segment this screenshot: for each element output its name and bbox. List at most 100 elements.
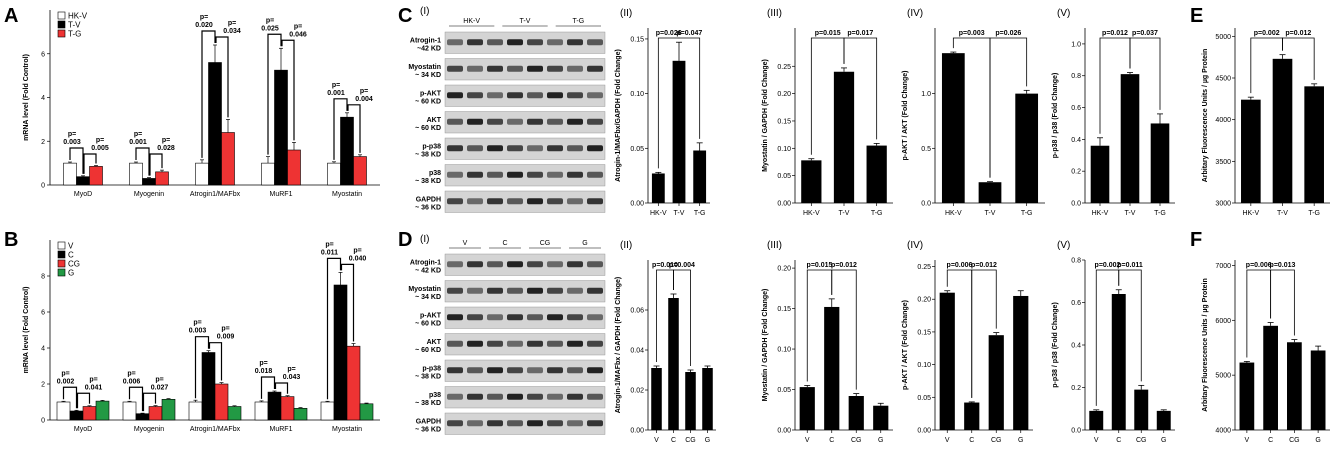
p-value-label: p=0.003 xyxy=(189,320,207,335)
x-tick-label: C xyxy=(829,437,834,444)
blot-strip xyxy=(444,333,606,356)
p-value-label: p= 0.009 xyxy=(217,326,235,341)
blot-band xyxy=(547,145,563,152)
y-tick-label: 0.4 xyxy=(1071,137,1081,144)
y-tick-label: 0.25 xyxy=(777,64,791,71)
bar xyxy=(129,162,143,186)
significance-bracket xyxy=(76,392,91,409)
y-tick-label: 6 xyxy=(41,310,45,317)
blot-band xyxy=(447,261,463,268)
significance-bracket xyxy=(62,386,78,409)
p-value-label: p=0.013 xyxy=(1270,262,1296,269)
blot-band xyxy=(487,171,503,178)
bar xyxy=(327,162,341,186)
y-tick-label: 0.8 xyxy=(1071,73,1081,80)
p-value-label: p=0.012 xyxy=(971,262,997,269)
y-tick-label: 4 xyxy=(41,95,45,102)
bar xyxy=(1310,350,1326,430)
bar xyxy=(320,401,335,421)
p-value-label: p=0.026 xyxy=(656,30,682,37)
y-axis-label: Myostatin / GAPDH (Fold Change) xyxy=(762,59,769,172)
blot-band xyxy=(487,287,503,294)
blot-band xyxy=(467,39,483,46)
bar xyxy=(1089,410,1104,430)
x-tick-label: T-V xyxy=(985,210,996,217)
y-tick-label: 1.0 xyxy=(921,91,931,98)
bar xyxy=(702,368,713,430)
y-tick-label: 0.05 xyxy=(777,173,791,180)
blot-strip xyxy=(444,111,606,134)
x-tick-label: HK-V xyxy=(803,210,820,217)
bar xyxy=(346,345,361,421)
chart-panel-label: (V) xyxy=(1057,8,1070,19)
blot-band xyxy=(527,367,543,374)
blot-band xyxy=(507,198,523,205)
legend-label: T-G xyxy=(68,30,81,39)
blots-layer: HK-V T-V T-G Atrogin-1 ~42 KD Myostatin ~ 34 K… xyxy=(408,18,606,435)
y-tick-label: 3000 xyxy=(1215,201,1231,208)
p-value-label: p=0.047 xyxy=(676,30,702,37)
lane-group-label: V xyxy=(463,240,468,247)
legend-label: CG xyxy=(68,260,80,269)
bar xyxy=(693,150,707,203)
blot-band xyxy=(527,314,543,321)
blot-row-label: AKT ~ 60 KD xyxy=(415,117,442,132)
blot-band xyxy=(447,393,463,400)
blot-row-label: p38 ~ 38 KD xyxy=(415,392,441,407)
blot-band xyxy=(587,314,603,321)
blot-band xyxy=(527,261,543,268)
blot-strip xyxy=(444,84,606,107)
x-tick-label: MyoD xyxy=(74,426,92,433)
panel-letter-b: B xyxy=(4,229,18,251)
p-value-label: p= 0.034 xyxy=(223,20,241,35)
legend-label: HK-V xyxy=(68,12,88,21)
x-tick-label: T-G xyxy=(1021,210,1033,217)
bar xyxy=(1120,74,1140,204)
blot-band xyxy=(507,65,523,72)
blot-band xyxy=(547,65,563,72)
bar xyxy=(261,162,275,186)
p-value-label: p=0.002 xyxy=(1095,262,1121,269)
blot-band xyxy=(467,261,483,268)
western-c-label: (I) xyxy=(420,6,429,17)
blot-band xyxy=(447,65,463,72)
blot-strip xyxy=(444,386,606,409)
legend: HK-VT-VT-G xyxy=(57,12,88,39)
x-tick-label: CG xyxy=(685,437,696,444)
y-axis-label: Arbitary Fluorescence Units / µg Protein xyxy=(1202,278,1209,412)
blot-band xyxy=(447,287,463,294)
chart-d-iv: 0.00 0.05 0.10 0.15 0.20 0.25 p-AKT / AKT (Fol… xyxy=(902,240,1033,444)
blot-band xyxy=(547,261,563,268)
p-value-label: p=0.015 xyxy=(807,262,833,269)
blot-band xyxy=(507,39,523,46)
blot-band xyxy=(587,39,603,46)
y-tick-label: 0.00 xyxy=(777,428,791,435)
x-tick-label: C xyxy=(1268,437,1273,444)
blot-band xyxy=(507,145,523,152)
chart-e: 3000 3500 4000 4500 5000 Arbitary Fluorescenc… xyxy=(1202,28,1330,217)
bar xyxy=(56,401,71,421)
p-value-label: p=0.006 xyxy=(1246,262,1272,269)
blot-band xyxy=(467,287,483,294)
x-tick-label: T-V xyxy=(1125,210,1136,217)
y-tick-label: 0.04 xyxy=(630,348,644,355)
y-tick-label: 0.15 xyxy=(777,118,791,125)
p-value-label: p= 0.043 xyxy=(283,366,301,381)
p-value-label: p=0.002 xyxy=(1254,30,1280,37)
bar xyxy=(1239,362,1255,430)
p-value-label: p= 0.018 xyxy=(255,360,273,375)
legend-label: V xyxy=(68,242,74,251)
blot-strip xyxy=(444,359,606,382)
significance-bracket xyxy=(215,36,229,118)
blot-band xyxy=(547,118,563,125)
chart-a: 0 2 4 6 mRNA level (Fold Control) MyoD p= 0.003… xyxy=(23,10,380,198)
blot-band xyxy=(447,39,463,46)
bar xyxy=(353,156,367,186)
blot-strip xyxy=(444,280,606,303)
x-tick-label: HK-V xyxy=(945,210,962,217)
y-tick-label: 4500 xyxy=(1215,76,1231,83)
blot-band xyxy=(547,198,563,205)
blot-band xyxy=(527,145,543,152)
y-tick-label: 0.06 xyxy=(630,308,644,315)
